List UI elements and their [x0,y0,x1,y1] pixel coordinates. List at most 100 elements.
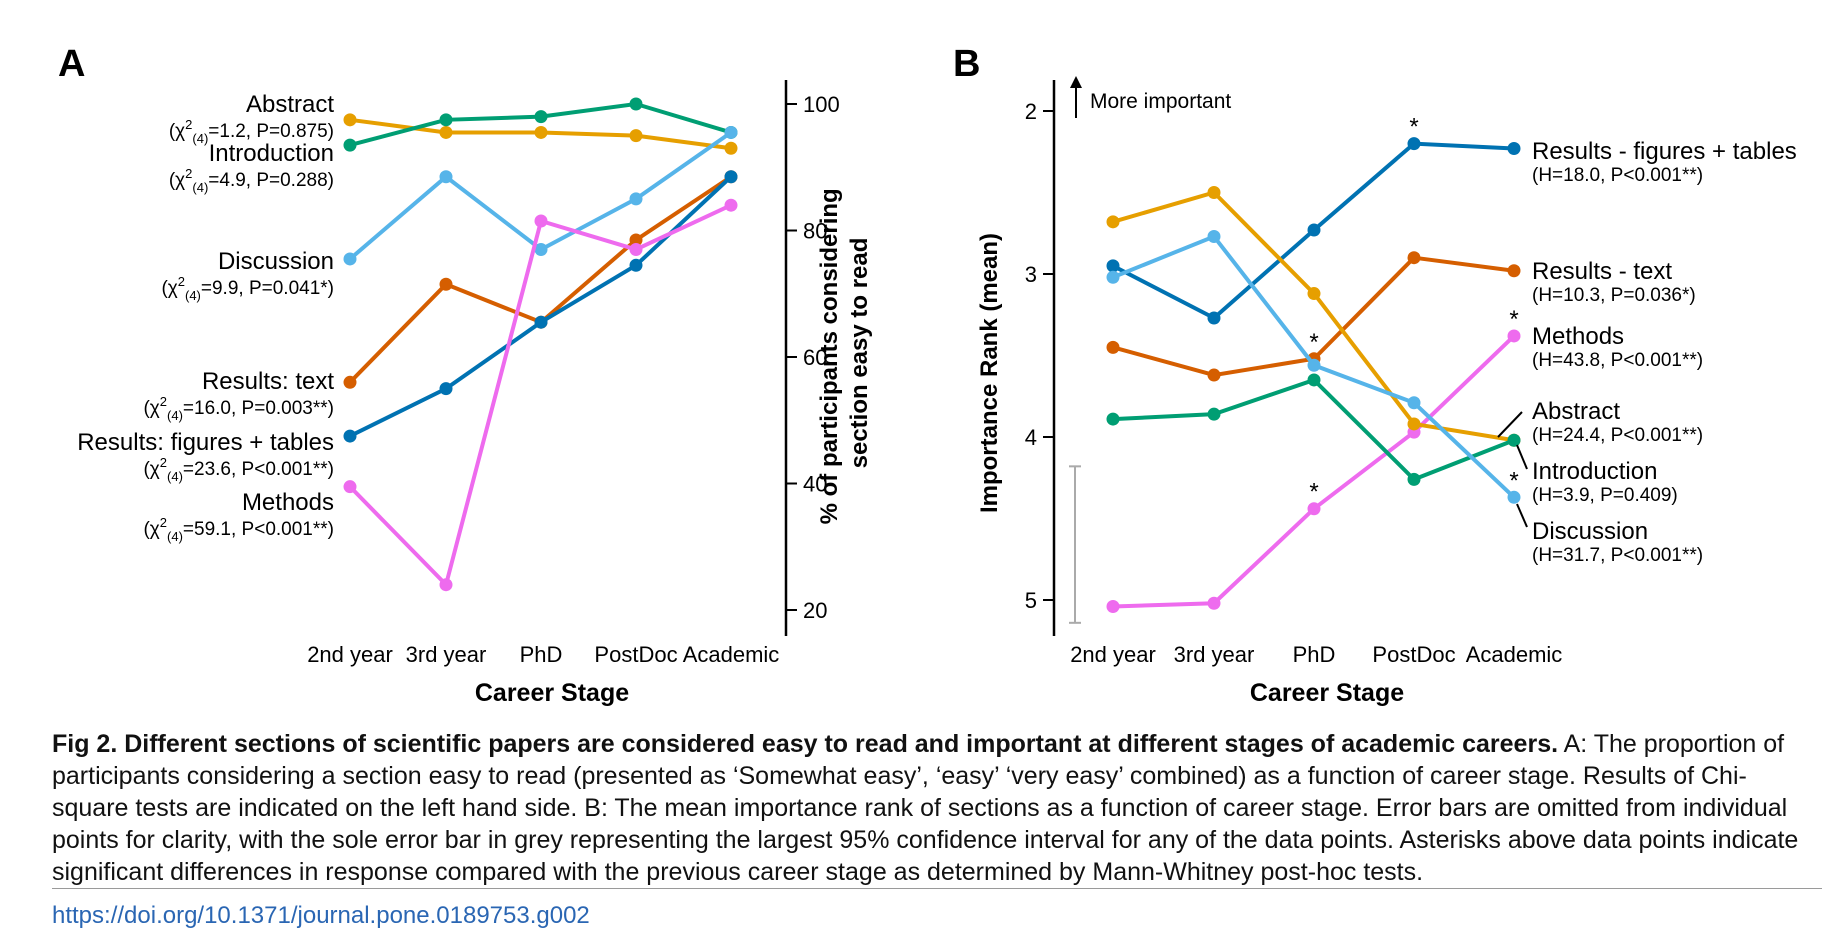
b-leader-line-introduction [1516,444,1528,470]
a-point-discussion [629,192,643,206]
b-series-introduction [1106,373,1521,486]
a-legend-discussion: Discussion(χ2(4)=9.9, P=0.041*) [161,248,334,303]
a-legend-results-figures-tables: Results: figures + tables(χ2(4)=23.6, P<… [77,429,334,484]
a-point-abstract [534,125,548,139]
panel-b-y-axis-title: Importance Rank (mean) [976,233,1003,513]
b-legend-stat: (H=43.8, P<0.001**) [1532,350,1703,371]
a-point-results-text [439,277,453,291]
a-line-methods [348,203,732,589]
a-point-discussion [724,125,738,139]
a-point-abstract [439,125,453,139]
b-point-discussion [1507,490,1521,504]
caption-body: A: The proportion of participants consid… [52,730,1799,886]
b-significance-asterisk: * [1309,479,1318,506]
b-legend-abstract: Abstract(H=24.4, P<0.001**) [1532,398,1703,446]
b-point-introduction [1207,407,1221,421]
b-point-discussion [1106,270,1120,284]
a-y-tick-label: 40 [803,472,827,497]
b-significance-asterisk: * [1509,306,1518,333]
b-y-tick-label: 5 [1025,588,1037,613]
b-point-methods [1307,502,1321,516]
doi-link[interactable]: https://doi.org/10.1371/journal.pone.018… [52,902,590,929]
b-point-abstract [1407,417,1421,431]
b-point-discussion [1207,230,1221,244]
b-point-introduction [1307,373,1321,387]
b-legend-stat: (H=31.7, P<0.001**) [1532,545,1703,566]
b-x-tick-label: Academic [1466,642,1563,667]
a-series-results-text [343,170,738,389]
b-point-results-figures-tables [1106,259,1120,273]
b-legend-stat: (H=24.4, P<0.001**) [1532,425,1703,446]
b-legend-name: Introduction [1532,458,1657,485]
a-legend-stat: (χ2(4)=1.2, P=0.875) [169,117,334,146]
b-point-results-text [1106,340,1120,354]
a-point-methods [343,480,357,494]
b-series-discussion: * [1106,230,1521,504]
b-point-methods [1507,329,1521,343]
b-legend-results-figures-tables: Results - figures + tables(H=18.0, P<0.0… [1532,138,1797,186]
a-series-introduction [343,97,738,152]
a-series-discussion [343,125,738,266]
a-legend-introduction: Introduction(χ2(4)=4.9, P=0.288) [169,140,334,195]
a-line-discussion [348,130,733,261]
b-point-abstract [1307,287,1321,301]
a-point-results-figures-tables [343,429,357,443]
a-point-introduction [343,138,357,152]
b-point-discussion [1307,358,1321,372]
b-point-results-figures-tables [1407,137,1421,151]
a-point-discussion [343,252,357,266]
b-y-tick-label: 3 [1025,262,1037,287]
b-significance-asterisk: * [1309,329,1318,356]
b-point-methods [1207,596,1221,610]
b-legend-name: Results - text [1532,258,1672,285]
a-point-methods [629,242,643,256]
a-legend-name: Methods [242,489,334,516]
b-legend-discussion: Discussion(H=31.7, P<0.001**) [1532,518,1703,566]
a-x-tick-label: Academic [683,642,780,667]
b-point-results-text [1207,368,1221,382]
panel-a-x-axis-title: Career Stage [475,679,629,707]
a-point-introduction [629,97,643,111]
b-point-results-text [1507,264,1521,278]
a-x-tick-label: PhD [520,642,563,667]
a-x-tick-label: 3rd year [406,642,487,667]
a-point-results-figures-tables [629,258,643,272]
a-y-tick-label: 60 [803,345,827,370]
b-legend-stat: (H=3.9, P=0.409) [1532,485,1678,506]
a-point-results-figures-tables [724,170,738,184]
b-x-tick-label: PostDoc [1372,642,1455,667]
b-x-tick-label: PhD [1293,642,1336,667]
b-legend-results-text: Results - text(H=10.3, P=0.036*) [1532,258,1696,306]
b-significance-asterisk: * [1409,114,1418,141]
panel-a-label: A [58,43,85,85]
a-y-tick-label: 100 [803,92,840,117]
figure-caption: Fig 2. Different sections of scientific … [52,728,1812,888]
b-point-abstract [1106,215,1120,229]
panel-b: B 2 3 4 5 2nd year 3rd year PhD PostDoc Academi… [953,43,1797,707]
a-point-results-figures-tables [439,382,453,396]
a-point-discussion [534,242,548,256]
b-x-tick-label: 3rd year [1174,642,1255,667]
panel-b-label: B [953,43,980,85]
a-legend-name: Abstract [246,91,334,118]
b-x-tick-label: 2nd year [1070,642,1156,667]
a-legend-stat: (χ2(4)=23.6, P<0.001**) [143,455,334,484]
a-point-abstract [629,129,643,143]
b-leader-line-discussion [1516,503,1528,528]
b-series-results-text: * [1106,251,1521,382]
a-legend-name: Results: figures + tables [77,429,334,456]
b-legend-introduction: Introduction(H=3.9, P=0.409) [1532,458,1678,506]
b-legend-name: Abstract [1532,398,1620,425]
a-point-results-text [343,375,357,389]
a-point-methods [439,578,453,592]
b-leader-line-abstract [1497,411,1523,438]
b-y-tick-label: 4 [1025,425,1037,450]
b-significance-asterisk: * [1509,467,1518,494]
a-point-methods [724,198,738,212]
a-point-results-text [629,233,643,247]
b-legend-name: Results - figures + tables [1532,138,1797,165]
panel-a-y-axis-title: % of participants considering section ea… [816,182,873,525]
b-legend-methods: Methods(H=43.8, P<0.001**) [1532,323,1703,371]
a-point-abstract [343,113,357,127]
b-legend-stat: (H=18.0, P<0.001**) [1532,165,1703,186]
